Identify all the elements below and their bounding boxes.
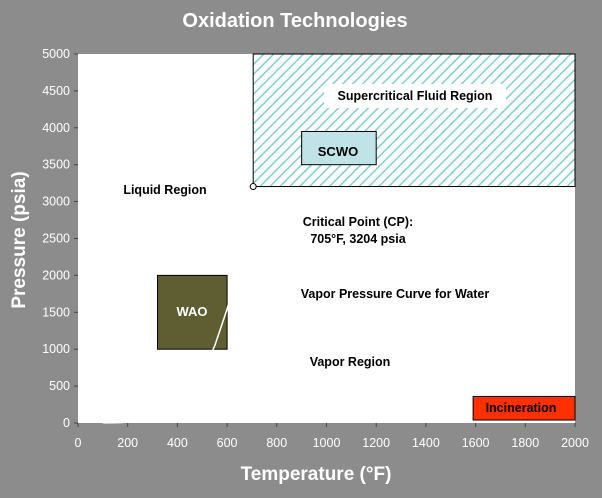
- y-tick-label: 500: [49, 379, 70, 393]
- supercritical-fluid-region-region: [252, 53, 576, 188]
- y-tick-label: 2500: [42, 232, 70, 246]
- y-tick-label: 3000: [42, 195, 70, 209]
- vapor-curve-label-box: [282, 280, 508, 306]
- liquid-region-label: Liquid Region: [123, 183, 206, 197]
- x-tick-label: 1000: [313, 436, 341, 450]
- liquid-label-box: [110, 176, 220, 202]
- vapor-region-label-box: [296, 348, 404, 374]
- chart-title: Oxidation Technologies: [182, 10, 407, 32]
- x-axis-label: Temperature (°F): [241, 464, 392, 485]
- y-tick-label: 4500: [42, 84, 70, 98]
- x-tick-label: 1800: [511, 436, 539, 450]
- x-tick-label: 1600: [462, 436, 490, 450]
- vapor-pressure-curve: [102, 186, 254, 424]
- critical-point-label-line2: 705°F, 3204 psia: [310, 232, 406, 246]
- y-tick-label: 0: [63, 416, 70, 430]
- supercritical-region-label: Supercritical Fluid Region: [338, 89, 493, 103]
- critical-point-label-box: [288, 210, 428, 250]
- x-tick-label: 1400: [412, 436, 440, 450]
- scwo-region: [301, 130, 377, 166]
- y-axis-label: Pressure (psia): [9, 171, 30, 308]
- wao-region: [157, 274, 228, 350]
- vapor-curve-label: Vapor Pressure Curve for Water: [301, 287, 490, 301]
- critical-point-marker: [249, 183, 257, 191]
- x-tick-label: 2000: [561, 436, 589, 450]
- x-tick-label: 0: [75, 436, 82, 450]
- vapor-curve-arrow: [248, 245, 283, 293]
- y-tick-label: 1500: [42, 305, 70, 319]
- x-tick-label: 400: [167, 436, 188, 450]
- x-tick-label: 1200: [362, 436, 390, 450]
- x-tick-label: 800: [266, 436, 287, 450]
- y-tick-label: 3500: [42, 158, 70, 172]
- critical-point-label-line1: Critical Point (CP):: [303, 215, 413, 229]
- scwo-label: SCWO: [318, 144, 358, 159]
- x-tick-label: 200: [117, 436, 138, 450]
- y-tick-label: 5000: [42, 47, 70, 61]
- vapor-region-label: Vapor Region: [310, 355, 391, 369]
- incineration-label: Incineration: [486, 401, 557, 415]
- critical-point-arrow: [256, 191, 289, 223]
- incineration-region: [472, 395, 576, 421]
- y-tick-label: 4000: [42, 121, 70, 135]
- supercritical-label-box: [324, 84, 506, 108]
- x-tick-label: 600: [217, 436, 238, 450]
- y-tick-label: 1000: [42, 342, 70, 356]
- y-tick-label: 2000: [42, 268, 70, 282]
- wao-label: WAO: [176, 304, 207, 319]
